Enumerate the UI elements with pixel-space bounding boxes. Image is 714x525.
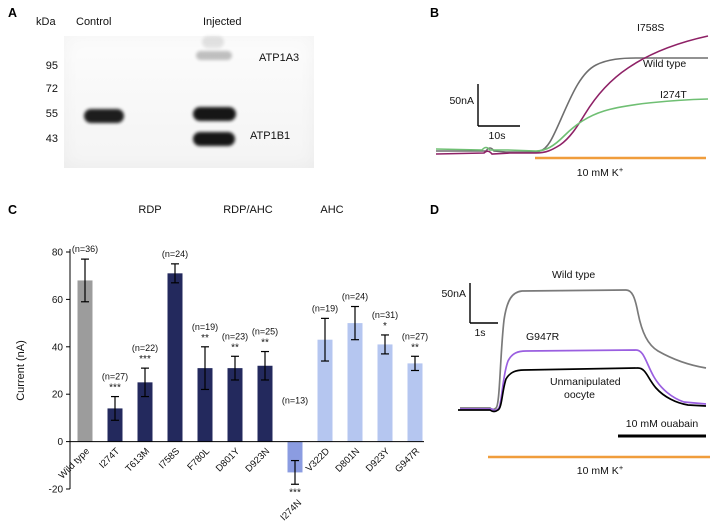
y-tick-label: 20 [52, 390, 64, 401]
group-label-ahc: AHC [320, 204, 343, 216]
bar-i274t [107, 408, 123, 442]
sig-label: *** [109, 383, 121, 394]
kda-header: kDa [36, 16, 56, 28]
band-injected-atp1a3 [196, 51, 232, 60]
kda-marker-95: 95 [45, 60, 58, 72]
n-label: (n=19) [312, 303, 338, 313]
group-label-rdp: RDP [138, 204, 161, 216]
x-tick-label: D923Y [364, 445, 393, 474]
x-tick-label: T613M [123, 446, 152, 475]
trace-label-unmanipulated-line1: Unmanipulated [550, 376, 621, 388]
sig-label: * [383, 321, 387, 332]
trace-wild-type-b [436, 57, 708, 154]
trace-label-unmanipulated-line2: oocyte [564, 389, 595, 401]
sig-label: ** [201, 333, 209, 344]
y-tick-label: -20 [49, 485, 64, 496]
k-stimulus-label-d: 10 mM K+ [577, 463, 624, 477]
bar-f780l [197, 368, 213, 442]
sig-label: ** [231, 342, 239, 353]
band-injected-smear [202, 36, 224, 48]
x-tick-label: I758S [157, 446, 182, 471]
scale-current-label-d: 50nA [441, 288, 466, 300]
k-stimulus-label-b: 10 mM K+ [577, 165, 624, 179]
n-label: (n=19) [192, 322, 218, 332]
x-tick-label: D801Y [214, 445, 243, 474]
x-tick-label: I274T [97, 446, 122, 471]
trace-i274t [435, 98, 709, 152]
n-label: (n=24) [162, 249, 188, 259]
trace-i758s [435, 35, 709, 155]
trace-wild-type-d [460, 289, 707, 411]
x-tick-label: D923N [243, 446, 272, 475]
lane-label-control: Control [76, 16, 112, 28]
x-tick-label: D801N [333, 446, 362, 475]
panel-d-label: D [430, 203, 440, 217]
trace-label-i758s: I758S [637, 22, 664, 34]
x-tick-label: F780L [185, 446, 212, 473]
kda-marker-72: 72 [45, 83, 58, 95]
x-tick-label: G947R [393, 446, 422, 475]
band-label-atp1a3: ATP1A3 [259, 52, 300, 64]
ouabain-label: 10 mM ouabain [626, 418, 699, 430]
n-label: (n=23) [222, 331, 248, 341]
bar-d923n [257, 365, 273, 442]
scale-time-label-b: 10s [489, 130, 506, 142]
n-label: (n=24) [342, 292, 368, 302]
bar-i758s [167, 273, 183, 442]
n-label: (n=27) [102, 372, 128, 382]
n-label: (n=31) [372, 310, 398, 320]
bar-i274n [287, 441, 303, 473]
sig-label: *** [289, 487, 301, 498]
sig-label: ** [411, 342, 419, 353]
sig-label: *** [139, 354, 151, 365]
bar-v322d [317, 339, 333, 442]
sig-label: ** [261, 338, 269, 349]
scale-time-label-d: 1s [474, 327, 485, 339]
n-label: (n=27) [402, 331, 428, 341]
panel-b-traces: I758S Wild type I274T 50nA 10s 10 mM K+ [435, 22, 709, 179]
n-label: (n=13) [282, 396, 308, 406]
lane-label-injected: Injected [203, 16, 242, 28]
band-injected-atp1b1 [193, 132, 235, 146]
n-label: (n=36) [72, 244, 98, 254]
group-label-rdp-ahc: RDP/AHC [223, 204, 273, 216]
y-axis-title: Current (nA) [15, 340, 27, 401]
x-tick-label: V322D [304, 446, 332, 474]
bar-d801y [227, 368, 243, 442]
n-label: (n=25) [252, 327, 278, 337]
kda-marker-43: 43 [45, 133, 58, 145]
trace-label-i274t: I274T [660, 89, 687, 101]
y-tick-label: 80 [52, 248, 64, 259]
panel-b-label: B [430, 6, 440, 20]
y-tick-label: 40 [52, 342, 64, 353]
scale-current-label-b: 50nA [449, 95, 474, 107]
x-tick-label: I274N [278, 498, 304, 524]
y-tick-label: 60 [52, 295, 64, 306]
x-tick-label: Wild type [57, 446, 92, 481]
panel-a-label: A [8, 6, 18, 20]
bar-wild-type [77, 280, 93, 442]
panel-c-label: C [8, 203, 18, 217]
bar-d923y [377, 344, 393, 442]
kda-marker-55: 55 [45, 108, 58, 120]
band-label-atp1b1: ATP1B1 [250, 130, 291, 142]
trace-label-wild-type-b: Wild type [643, 58, 686, 70]
trace-unmanipulated-oocyte [458, 367, 707, 413]
band-injected-55kda [193, 107, 236, 121]
current-bar-chart: RDP RDP/AHC AHC(n=36)Wild type***(n=27)I27… [15, 204, 428, 524]
panel-d-traces: Wild type G947R Unmanipulated oocyte 50n… [441, 269, 710, 477]
bar-d801n [347, 323, 363, 442]
trace-label-g947r: G947R [526, 331, 560, 343]
trace-label-wild-type-d: Wild type [552, 269, 595, 281]
band-control-55kda [84, 109, 124, 123]
n-label: (n=22) [132, 343, 158, 353]
y-tick-label: 0 [57, 437, 63, 448]
western-blot-image [64, 36, 314, 168]
bar-g947r [407, 363, 423, 442]
